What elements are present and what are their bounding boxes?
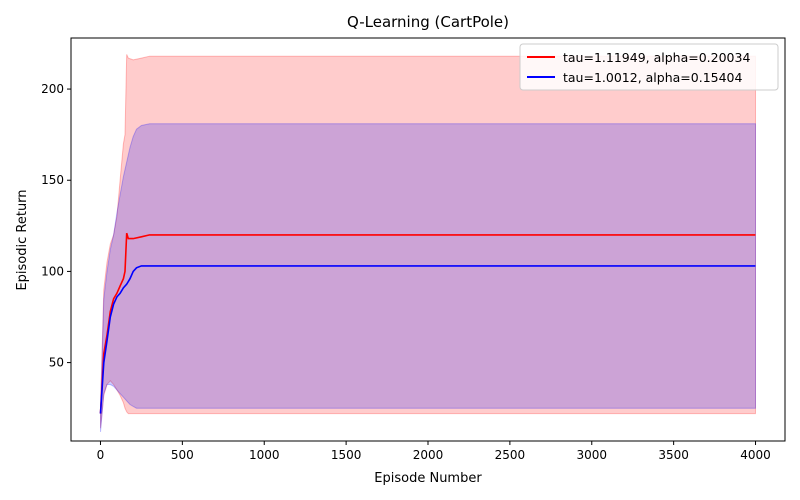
x-axis-label: Episode Number [374, 471, 482, 486]
x-tick-label: 2000 [413, 448, 444, 462]
x-tick-label: 3500 [658, 448, 689, 462]
series-lines [99, 232, 756, 414]
y-tick-label: 200 [41, 82, 64, 96]
x-tick-label: 1500 [331, 448, 362, 462]
chart-title: Q-Learning (CartPole) [347, 13, 509, 31]
y-axis-label: Episodic Return [15, 189, 30, 290]
y-tick-label: 150 [41, 173, 64, 187]
confidence-bands [100, 54, 756, 432]
y-tick-label: 100 [41, 264, 64, 278]
y-axis: 50 100 150 200 [41, 82, 71, 370]
x-tick-label: 4000 [740, 448, 771, 462]
x-axis: 0 500 1000 1500 2000 2500 3000 3500 4000 [97, 441, 771, 462]
series-line-2 [99, 265, 756, 414]
series-line-1 [99, 232, 756, 414]
legend-entry-2: tau=1.0012, alpha=0.15404 [563, 70, 743, 85]
y-tick-label: 50 [49, 356, 64, 370]
legend-entry-1: tau=1.11949, alpha=0.20034 [563, 50, 750, 65]
x-tick-label: 3000 [576, 448, 607, 462]
confidence-band-1 [100, 54, 756, 429]
x-tick-label: 1000 [249, 448, 280, 462]
legend: tau=1.11949, alpha=0.20034 tau=1.0012, a… [519, 43, 779, 91]
legend-box [519, 43, 779, 91]
confidence-band-2 [100, 123, 756, 432]
x-tick-label: 500 [171, 448, 194, 462]
x-tick-label: 0 [97, 448, 105, 462]
x-tick-label: 2500 [495, 448, 526, 462]
